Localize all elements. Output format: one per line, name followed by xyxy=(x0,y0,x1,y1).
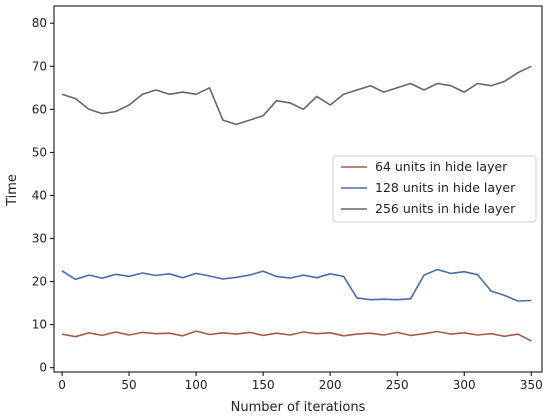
y-tick-label: 10 xyxy=(32,318,47,332)
y-tick-label: 50 xyxy=(32,145,47,159)
y-tick-label: 20 xyxy=(32,275,47,289)
plot-frame xyxy=(53,5,543,373)
y-tick-label: 60 xyxy=(32,102,47,116)
legend-box xyxy=(332,155,537,223)
x-tick-label: 50 xyxy=(121,378,136,392)
x-tick-label: 250 xyxy=(386,378,409,392)
legend: 64 units in hide layer 128 units in hide… xyxy=(332,155,537,223)
y-tick-label: 40 xyxy=(32,188,47,202)
y-axis-label: Time xyxy=(5,174,20,207)
series-line-2 xyxy=(61,268,532,302)
x-axis: 0 50 100 150 200 250 300 350 xyxy=(58,372,543,392)
y-tick-label: 80 xyxy=(32,16,47,30)
x-tick-label: 100 xyxy=(185,378,208,392)
series-line-1 xyxy=(61,330,532,342)
x-tick-label: 200 xyxy=(319,378,342,392)
x-axis-label: Number of iterations xyxy=(231,400,366,415)
y-tick-label: 0 xyxy=(39,361,47,375)
y-axis: 0 10 20 30 40 50 60 70 80 xyxy=(32,16,54,375)
legend-label-64: 64 units in hide layer xyxy=(375,159,508,174)
legend-label-256: 256 units in hide layer xyxy=(375,201,516,216)
series-layer xyxy=(61,65,532,342)
x-tick-label: 150 xyxy=(252,378,275,392)
x-tick-label: 300 xyxy=(453,378,476,392)
legend-label-128: 128 units in hide layer xyxy=(375,180,516,195)
x-tick-label: 0 xyxy=(58,378,66,392)
x-tick-label: 350 xyxy=(520,378,543,392)
y-tick-label: 30 xyxy=(32,232,47,246)
series-line-3 xyxy=(61,65,532,126)
y-tick-label: 70 xyxy=(32,59,47,73)
